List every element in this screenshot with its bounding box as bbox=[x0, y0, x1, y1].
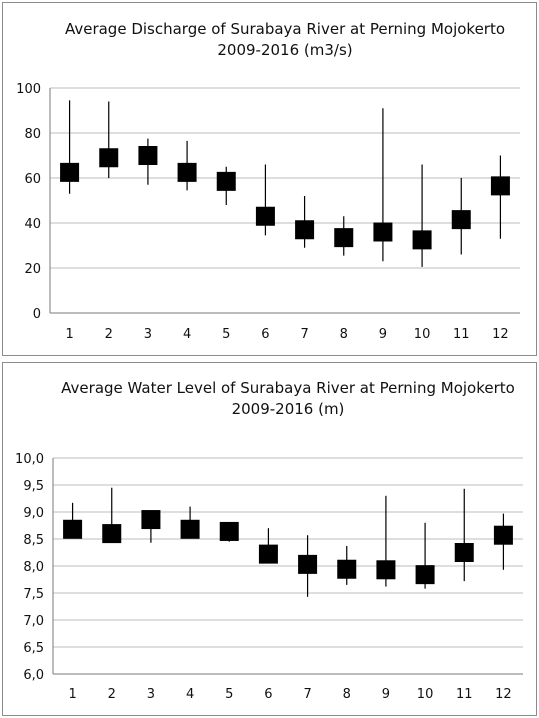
data-point bbox=[295, 220, 315, 240]
y-tick-label: 7,5 bbox=[23, 587, 44, 602]
x-tick-label: 2 bbox=[108, 687, 116, 702]
x-tick-label: 5 bbox=[225, 687, 233, 702]
x-tick-label: 9 bbox=[382, 687, 390, 702]
chart-title: Average Discharge of Surabaya River at P… bbox=[65, 20, 505, 38]
data-point bbox=[412, 230, 432, 250]
y-tick-label: 9,0 bbox=[23, 506, 44, 521]
chart-subtitle: 2009-2016 (m) bbox=[232, 400, 345, 418]
y-tick-label: 9,5 bbox=[23, 479, 44, 494]
x-tick-label: 7 bbox=[303, 687, 311, 702]
data-point bbox=[219, 521, 239, 541]
data-point bbox=[216, 171, 236, 191]
x-tick-label: 1 bbox=[65, 327, 73, 342]
data-point bbox=[493, 525, 513, 545]
x-tick-label: 1 bbox=[68, 687, 76, 702]
water-level-chart-panel: Average Water Level of Surabaya River at… bbox=[2, 362, 537, 716]
x-tick-label: 3 bbox=[144, 327, 152, 342]
data-point bbox=[138, 146, 158, 165]
data-point bbox=[451, 210, 471, 230]
data-point bbox=[298, 554, 318, 574]
y-tick-label: 6,0 bbox=[23, 668, 44, 683]
water-level-chart: Average Water Level of Surabaya River at… bbox=[15, 379, 523, 702]
x-tick-label: 6 bbox=[261, 327, 269, 342]
y-tick-label: 0 bbox=[33, 307, 41, 322]
x-tick-label: 7 bbox=[300, 327, 308, 342]
x-tick-label: 6 bbox=[264, 687, 272, 702]
x-tick-label: 10 bbox=[414, 327, 431, 342]
x-tick-label: 3 bbox=[147, 687, 155, 702]
data-point bbox=[454, 543, 474, 562]
x-tick-label: 11 bbox=[456, 687, 473, 702]
y-tick-label: 8,5 bbox=[23, 533, 44, 548]
y-tick-label: 20 bbox=[24, 262, 41, 277]
data-point bbox=[337, 559, 357, 579]
x-tick-label: 10 bbox=[417, 687, 434, 702]
y-tick-label: 7,0 bbox=[23, 614, 44, 629]
x-tick-label: 8 bbox=[343, 687, 351, 702]
data-point bbox=[490, 176, 510, 196]
discharge-chart-panel: Average Discharge of Surabaya River at P… bbox=[2, 2, 537, 356]
data-point bbox=[177, 162, 197, 182]
data-point bbox=[373, 222, 393, 242]
data-point bbox=[63, 519, 83, 539]
data-point bbox=[180, 519, 200, 539]
y-tick-label: 6,5 bbox=[23, 641, 44, 656]
x-tick-label: 12 bbox=[495, 687, 512, 702]
data-point bbox=[255, 206, 275, 226]
x-tick-label: 9 bbox=[379, 327, 387, 342]
x-tick-label: 8 bbox=[340, 327, 348, 342]
x-tick-label: 12 bbox=[492, 327, 509, 342]
x-tick-label: 5 bbox=[222, 327, 230, 342]
y-tick-label: 40 bbox=[24, 217, 41, 232]
data-point bbox=[141, 510, 161, 530]
y-tick-label: 8,0 bbox=[23, 560, 44, 575]
discharge-chart: Average Discharge of Surabaya River at P… bbox=[16, 20, 520, 342]
x-tick-label: 11 bbox=[453, 327, 470, 342]
x-tick-label: 2 bbox=[105, 327, 113, 342]
chart-subtitle: 2009-2016 (m3/s) bbox=[217, 41, 352, 59]
x-tick-label: 4 bbox=[183, 327, 191, 342]
y-tick-label: 10,0 bbox=[15, 452, 44, 467]
data-point bbox=[376, 560, 396, 580]
data-point bbox=[334, 228, 354, 248]
data-point bbox=[258, 544, 278, 564]
data-point bbox=[99, 148, 119, 168]
y-tick-label: 100 bbox=[16, 82, 41, 97]
y-tick-label: 60 bbox=[24, 172, 41, 187]
chart-title: Average Water Level of Surabaya River at… bbox=[61, 379, 515, 397]
data-point bbox=[60, 162, 80, 182]
data-point bbox=[415, 565, 435, 585]
data-point bbox=[102, 524, 122, 544]
y-tick-label: 80 bbox=[24, 127, 41, 142]
x-tick-label: 4 bbox=[186, 687, 194, 702]
